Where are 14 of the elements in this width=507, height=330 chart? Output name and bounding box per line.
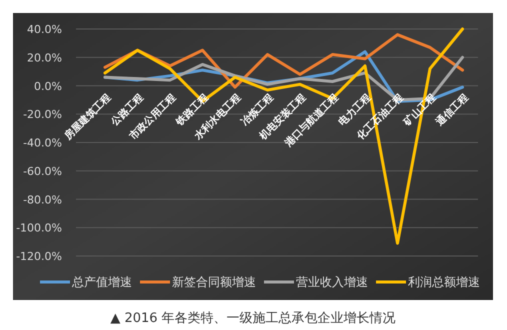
text: ▲ 2016 年各类特、一级施工总承包企业增长情况 bbox=[110, 311, 396, 326]
legend-label: 营业收入增速 bbox=[296, 275, 368, 289]
y-tick-label: -100.0% bbox=[16, 222, 62, 235]
y-tick-label: -20.0% bbox=[23, 108, 62, 122]
y-tick-label: -80.0% bbox=[23, 193, 62, 206]
y-tick-label: -120.0% bbox=[16, 250, 62, 263]
y-tick-label: -60.0% bbox=[23, 164, 62, 178]
legend-label: 新签合同额增速 bbox=[172, 275, 256, 289]
legend-label: 利润总额增速 bbox=[408, 275, 480, 289]
y-tick-label: 0.0% bbox=[34, 80, 62, 93]
legend-label: 总产值增速 bbox=[71, 275, 132, 289]
y-tick-label: 40.0% bbox=[27, 23, 62, 36]
y-tick-label: 20.0% bbox=[27, 51, 62, 64]
y-tick-label: -40.0% bbox=[23, 136, 62, 150]
